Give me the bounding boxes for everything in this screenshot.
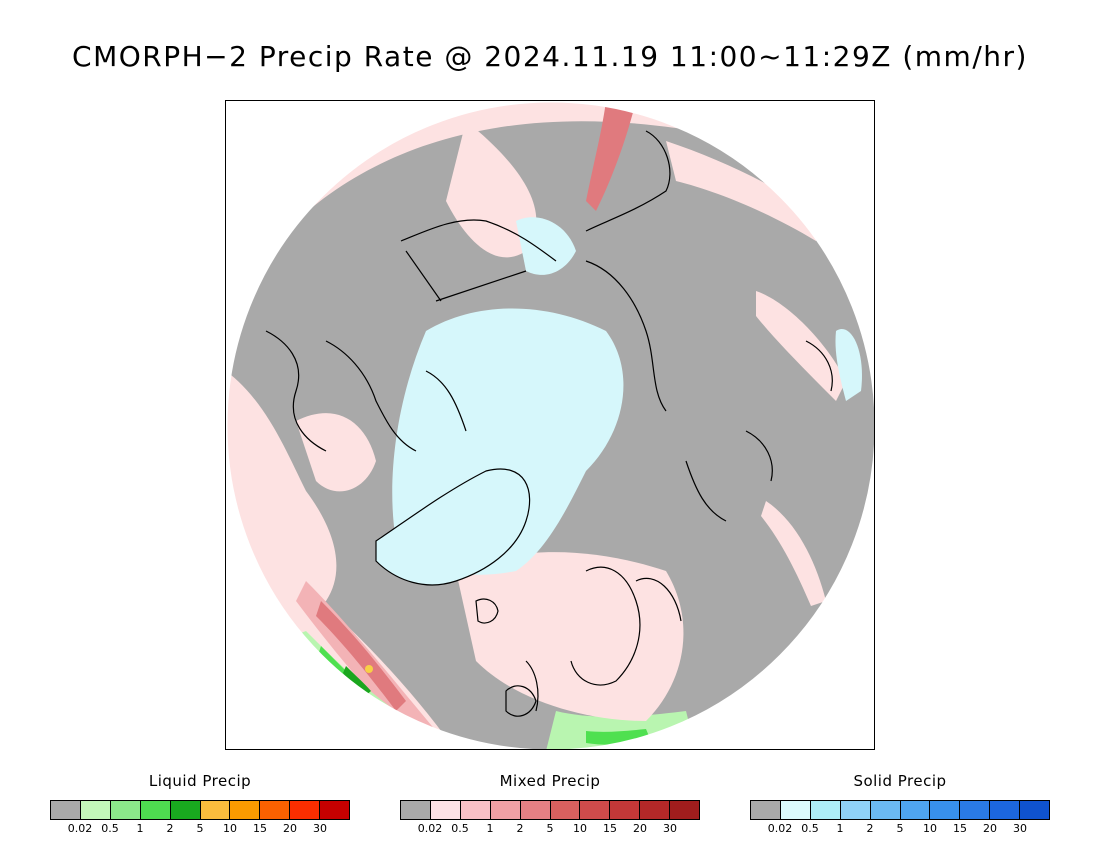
legend-swatch: [900, 801, 931, 819]
legend-swatch: [51, 801, 81, 819]
legend-swatch: [840, 801, 871, 819]
legend-tick-label: 15: [953, 822, 967, 835]
legend-title: Liquid Precip: [148, 772, 252, 790]
legend-liquid-precip: Liquid Precip 0.02 0.5 1 2 5 10 15 20 30: [50, 772, 350, 836]
legend-tick-label: 1: [486, 822, 494, 835]
mixed-precip-region: [756, 291, 846, 401]
legend-color-bar: [400, 800, 700, 820]
legend-tick-label: 0.5: [451, 822, 469, 835]
legend-swatch: [960, 801, 991, 819]
legend-color-bar: [750, 800, 1050, 820]
liquid-precip-region: [343, 666, 371, 697]
legend-swatch: [1020, 801, 1050, 819]
legend-tick-label: 5: [546, 822, 554, 835]
legend-swatch: [870, 801, 901, 819]
legend-swatch: [230, 801, 261, 819]
legend-swatch: [430, 801, 461, 819]
liquid-precip-peak: [365, 665, 373, 673]
legend-tick-label: 30: [313, 822, 327, 835]
legend-swatch: [110, 801, 141, 819]
legend-swatch: [490, 801, 521, 819]
mixed-precip-region: [761, 501, 826, 606]
mixed-precip-heavy-band: [316, 601, 406, 711]
legend-swatch: [80, 801, 111, 819]
legend-tick-label: 5: [896, 822, 904, 835]
legend-title: Solid Precip: [853, 772, 947, 790]
legend-swatch: [520, 801, 551, 819]
legend-swatch: [290, 801, 321, 819]
mixed-precip-region: [666, 141, 826, 241]
mixed-precip-heavy-band: [586, 102, 636, 211]
legend-tick-label: 0.02: [67, 822, 93, 835]
mixed-precip-region: [446, 121, 537, 258]
legend-tick-label: 1: [836, 822, 844, 835]
legend-swatch: [550, 801, 581, 819]
legend-tick-label: 30: [663, 822, 677, 835]
polar-map[interactable]: [225, 100, 875, 750]
legend-tick-label: 20: [983, 822, 997, 835]
legend-swatch: [751, 801, 781, 819]
legend-tick-label: 0.02: [767, 822, 793, 835]
legend-tick-label: 0.5: [101, 822, 119, 835]
legend-swatch: [580, 801, 611, 819]
legend-tick-label: 20: [633, 822, 647, 835]
legend-tick-label: 30: [1013, 822, 1027, 835]
legend-swatch: [990, 801, 1021, 819]
legend-tick-label: 15: [603, 822, 617, 835]
legend-tick-label: 5: [196, 822, 204, 835]
legend-mixed-precip: Mixed Precip 0.02 0.5 1 2 5 10 15 20 30: [400, 772, 700, 836]
legend-swatch: [200, 801, 231, 819]
legend-tick-label: 10: [573, 822, 587, 835]
legend-swatch: [320, 801, 350, 819]
legend-swatch: [930, 801, 961, 819]
legend-swatch: [260, 801, 291, 819]
legend-swatch: [640, 801, 671, 819]
legend-swatch: [460, 801, 491, 819]
legend-tick-label: 0.02: [417, 822, 443, 835]
map-canvas: [226, 101, 874, 749]
legend-tick-label: 2: [166, 822, 174, 835]
legend-swatch: [170, 801, 201, 819]
legend-solid-precip: Solid Precip 0.02 0.5 1 2 5 10 15 20 30: [750, 772, 1050, 836]
legend-tick-label: 0.5: [801, 822, 819, 835]
solid-precip-region: [516, 217, 576, 275]
legend-tick-label: 2: [866, 822, 874, 835]
legend-swatch: [810, 801, 841, 819]
legend-swatch: [780, 801, 811, 819]
solid-precip-region: [835, 329, 862, 401]
mixed-precip-region: [456, 552, 684, 721]
legend-tick-label: 2: [516, 822, 524, 835]
map-title: CMORPH−2 Precip Rate @ 2024.11.19 11:00~…: [72, 40, 1028, 73]
legend-tick-label: 15: [253, 822, 267, 835]
legend-swatch: [140, 801, 171, 819]
legend-swatch: [610, 801, 641, 819]
legend-color-bar: [50, 800, 350, 820]
legend-tick-label: 10: [923, 822, 937, 835]
mixed-precip-region: [296, 413, 376, 492]
legend-title: Mixed Precip: [499, 772, 601, 790]
legend-tick-label: 1: [136, 822, 144, 835]
legend-swatch: [670, 801, 700, 819]
greenland: [375, 468, 531, 586]
legend-tick-label: 20: [283, 822, 297, 835]
legend-tick-label: 10: [223, 822, 237, 835]
legend-swatch: [401, 801, 431, 819]
